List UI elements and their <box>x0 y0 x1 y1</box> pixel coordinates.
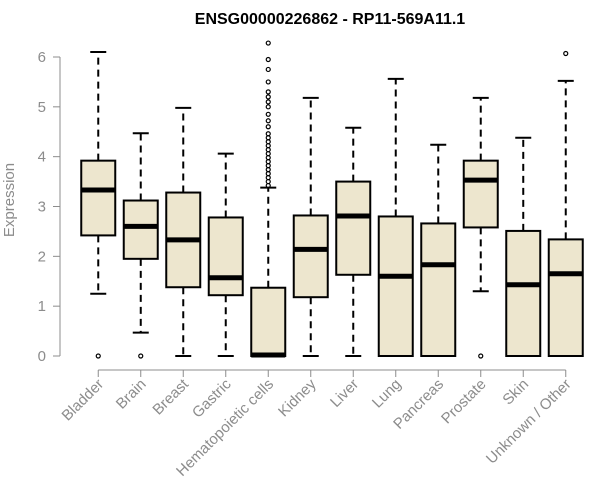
outlier-point <box>265 56 271 63</box>
box-group <box>547 50 584 357</box>
box <box>292 214 329 299</box>
y-tick-label: 3 <box>38 199 46 216</box>
box-group <box>165 106 202 357</box>
outlier-point <box>265 104 271 110</box>
x-tick-label: Breast <box>149 375 192 418</box>
box-group <box>122 132 159 359</box>
box <box>122 199 159 260</box>
outlier-point <box>95 353 101 359</box>
box <box>335 180 372 276</box>
x-tick-label: Skin <box>499 376 532 409</box>
box <box>420 222 457 357</box>
box <box>377 215 414 357</box>
box <box>250 286 287 357</box>
x-tick-label: Prostate <box>438 376 490 428</box>
x-tick-label: Bladder <box>58 376 107 425</box>
box <box>505 229 542 357</box>
chart-title: ENSG00000226862 - RP11-569A11.1 <box>195 11 466 28</box>
outlier-point <box>478 353 484 359</box>
outlier-point <box>138 353 144 359</box>
x-tick-label: Brain <box>113 376 150 413</box>
x-tick-label: Kidney <box>275 375 320 420</box>
outlier-point <box>265 40 271 46</box>
box-group <box>505 136 542 357</box>
box-group <box>377 77 414 357</box>
box-group <box>292 96 329 357</box>
box-group <box>207 152 244 357</box>
outlier-point <box>265 79 271 85</box>
box-group <box>80 51 117 359</box>
box-group <box>335 126 372 357</box>
x-tick-label: Liver <box>327 376 362 411</box>
outlier-point <box>265 89 271 95</box>
outlier-point <box>265 111 271 117</box>
y-axis-label: Expression <box>1 163 18 237</box>
outlier-point <box>265 124 271 130</box>
box <box>80 159 117 237</box>
outlier-point <box>265 99 271 105</box>
box <box>207 216 244 297</box>
box-group <box>250 40 287 358</box>
box-group <box>462 96 499 359</box>
box <box>547 238 584 357</box>
y-tick-label: 0 <box>38 348 46 365</box>
outlier-point <box>265 118 271 124</box>
box-group <box>420 143 457 357</box>
y-tick-label: 5 <box>38 99 46 116</box>
y-tick-label: 1 <box>38 298 46 315</box>
outlier-point <box>563 50 569 57</box>
y-axis: 0 1 2 3 4 5 6 <box>38 49 61 365</box>
box <box>462 159 499 229</box>
outlier-point <box>265 66 271 73</box>
y-tick-label: 4 <box>38 149 46 166</box>
outlier-point <box>265 131 271 137</box>
boxes <box>80 40 584 359</box>
outlier-point <box>265 94 271 100</box>
y-tick-label: 6 <box>38 49 46 66</box>
y-tick-label: 2 <box>38 248 46 265</box>
x-tick-label: Lung <box>369 376 405 412</box>
